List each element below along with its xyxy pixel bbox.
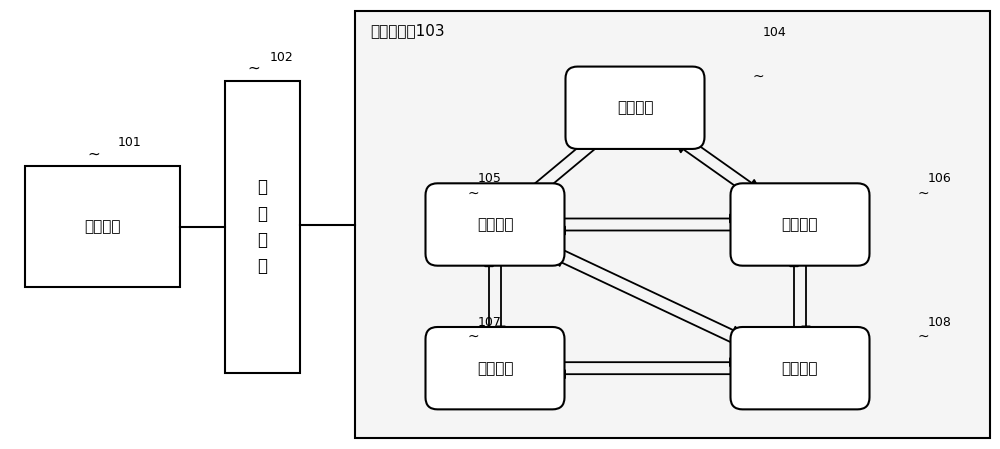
Text: ~: ~ — [917, 330, 929, 344]
Text: 105: 105 — [478, 172, 501, 185]
Text: 第一节点: 第一节点 — [617, 100, 653, 115]
Text: ~: ~ — [917, 186, 929, 200]
Text: 注册装置: 注册装置 — [84, 219, 121, 234]
FancyBboxPatch shape — [426, 327, 564, 409]
FancyBboxPatch shape — [730, 183, 870, 266]
FancyBboxPatch shape — [25, 166, 180, 287]
Text: 106: 106 — [927, 172, 951, 185]
Text: ~: ~ — [468, 186, 479, 200]
Text: 区块链网络103: 区块链网络103 — [370, 23, 445, 38]
Text: 101: 101 — [118, 136, 142, 149]
Text: 108: 108 — [927, 316, 951, 329]
Text: ~: ~ — [468, 330, 479, 344]
Text: 第三节点: 第三节点 — [782, 217, 818, 232]
FancyBboxPatch shape — [730, 327, 870, 409]
Text: ~: ~ — [248, 61, 260, 76]
FancyBboxPatch shape — [565, 66, 704, 149]
Text: 终
端
设
备: 终 端 设 备 — [258, 178, 268, 275]
Text: ~: ~ — [753, 70, 764, 84]
Text: 第二节点: 第二节点 — [477, 217, 513, 232]
FancyBboxPatch shape — [426, 183, 564, 266]
Text: 第四节点: 第四节点 — [477, 361, 513, 376]
FancyBboxPatch shape — [355, 11, 990, 438]
FancyBboxPatch shape — [225, 81, 300, 373]
Text: 107: 107 — [478, 316, 501, 329]
Text: 第五节点: 第五节点 — [782, 361, 818, 376]
Text: 102: 102 — [270, 51, 294, 64]
Text: ~: ~ — [87, 146, 100, 161]
Text: 104: 104 — [763, 26, 786, 40]
